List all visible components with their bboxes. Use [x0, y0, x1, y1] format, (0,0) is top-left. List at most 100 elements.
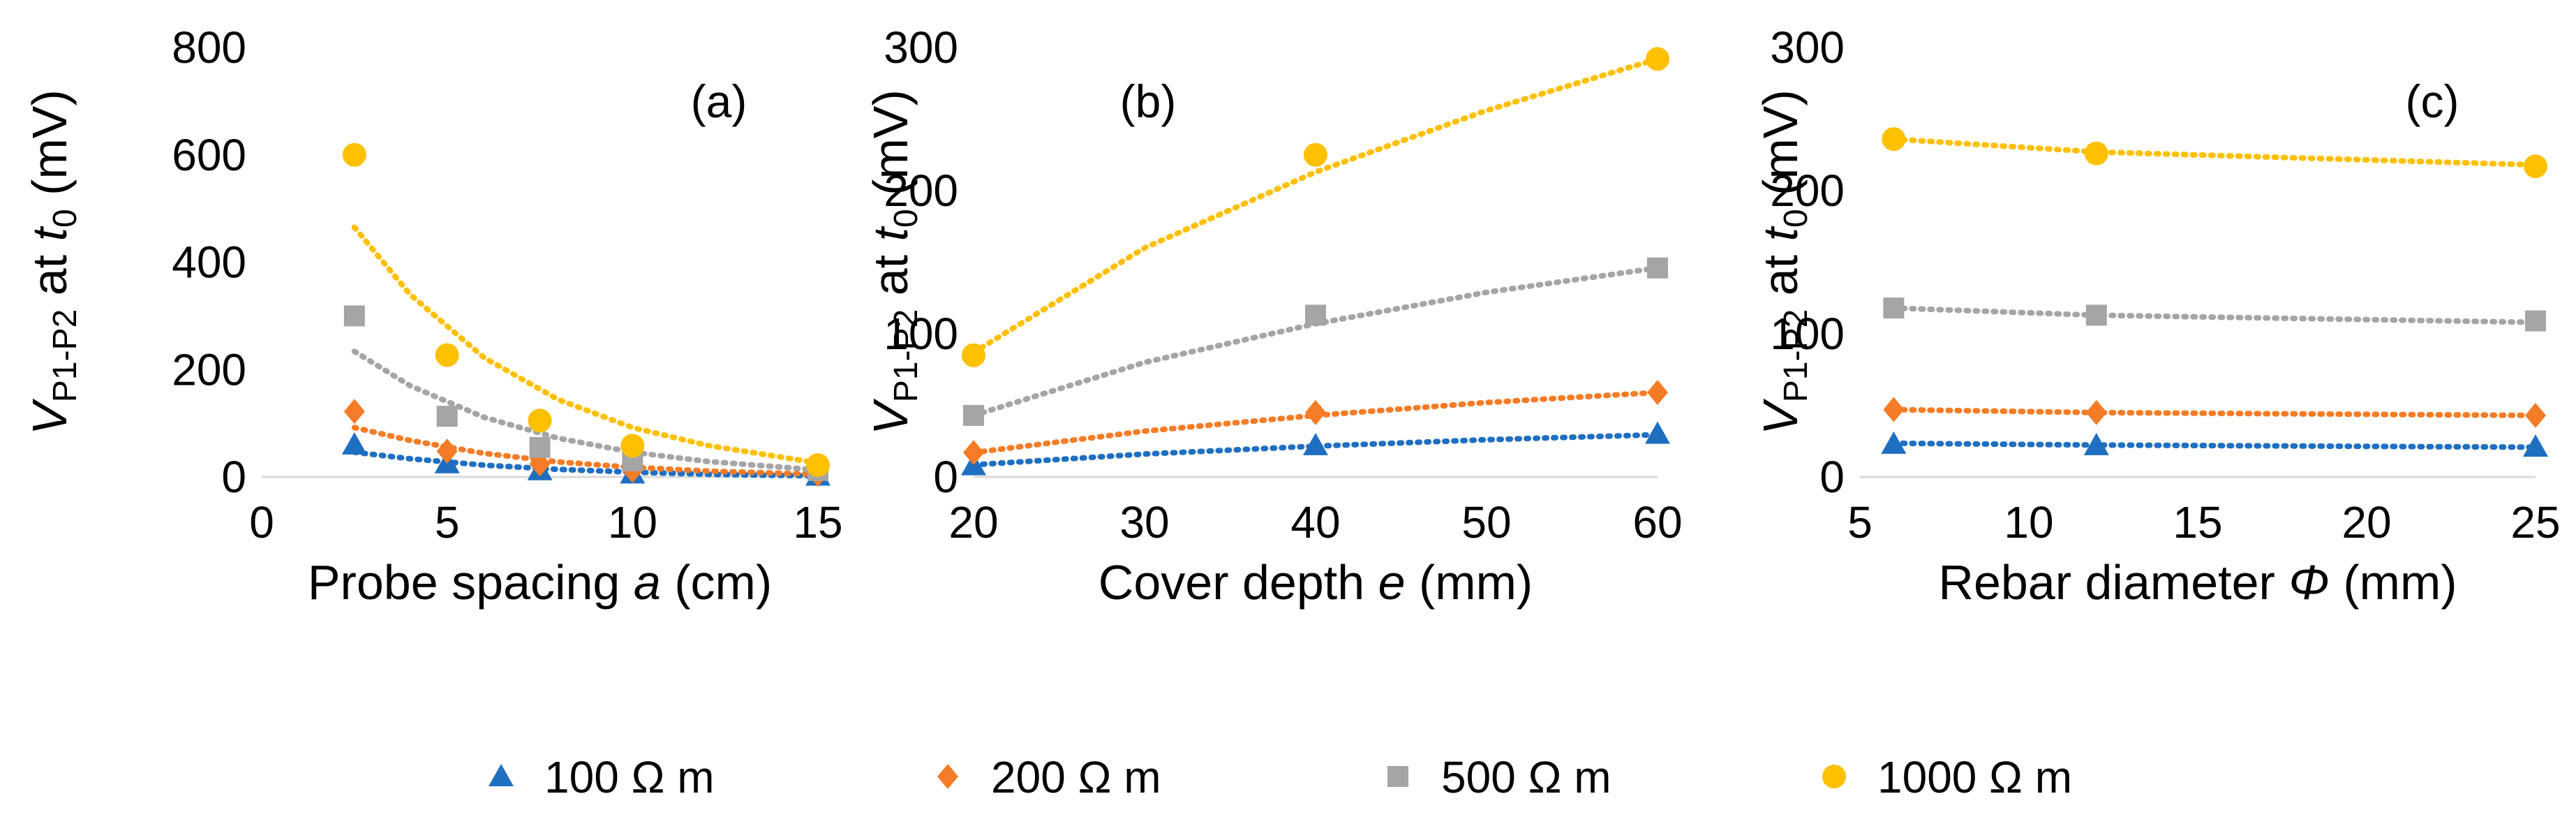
data-point	[1881, 431, 1907, 454]
chart-panel-3: 0 100 200 300 5 10 15 20 25 Rebar diameter Φ (mm)…	[1753, 22, 2561, 610]
chart-panel-1: 0 200 400 600 800 0 5 10 15 Probe spacing a (cm) V…	[22, 22, 843, 610]
legend-item-1000-ohm-m: 1000 Ω m	[1822, 752, 2072, 802]
trendline-100-ohm-m	[1891, 440, 2538, 450]
data-point	[2083, 432, 2109, 455]
legend: 100 Ω m 200 Ω m 500 Ω m 1000 Ω m	[489, 752, 2072, 802]
data-point	[1305, 304, 1326, 326]
legend-marker-triangle	[489, 764, 514, 786]
legend-item-500-ohm-m: 500 Ω m	[1387, 752, 1611, 802]
data-point	[963, 404, 984, 426]
trendline-200-ohm-m	[351, 425, 821, 478]
y-tick-label: 200	[1770, 165, 1845, 216]
x-tick-label: 5	[435, 497, 460, 547]
data-point	[436, 439, 458, 464]
legend-item-200-ohm-m: 200 Ω m	[937, 752, 1161, 802]
data-point	[343, 399, 365, 425]
x-axis-label: Rebar diameter Φ (mm)	[1938, 555, 2457, 610]
y-tick-label: 600	[172, 130, 246, 180]
y-tick-label: 100	[1770, 309, 1845, 359]
data-point	[1883, 297, 1905, 319]
data-point	[2525, 402, 2546, 428]
trendline-500-ohm-m	[351, 348, 821, 473]
trendline-1000-ohm-m	[1891, 136, 2538, 168]
y-tick-label: 200	[884, 165, 958, 216]
x-axis-label: Probe spacing a (cm)	[308, 555, 772, 610]
data-point	[1647, 257, 1668, 279]
data-point	[806, 453, 830, 478]
series-100-ohm-m	[1881, 431, 2548, 457]
y-tick-label: 0	[1819, 452, 1845, 502]
series-1000-ohm-m	[1882, 127, 2547, 179]
x-tick-label: 15	[2173, 497, 2222, 547]
x-tick-label: 20	[2342, 497, 2391, 547]
data-point	[529, 436, 551, 458]
data-point	[2525, 310, 2546, 332]
y-tick-label: 400	[172, 237, 246, 288]
series-500-ohm-m	[1883, 297, 2546, 332]
y-tick-label: 300	[1770, 22, 1845, 73]
data-point	[1303, 432, 1328, 455]
data-point	[342, 142, 366, 167]
trendline-500-ohm-m	[1891, 305, 2538, 325]
data-point	[1883, 397, 1905, 422]
y-axis-label: VP1-P2 at t0 (mV)	[1753, 89, 1815, 435]
y-tick-label: 0	[221, 452, 246, 502]
y-tick-label: 800	[172, 22, 246, 73]
y-tick-label: 100	[884, 309, 958, 359]
data-point	[620, 434, 645, 458]
data-point	[1647, 380, 1668, 406]
data-point	[963, 440, 984, 466]
series-100-ohm-m	[961, 421, 1670, 476]
data-point	[343, 305, 365, 327]
x-tick-label: 60	[1632, 497, 1682, 547]
trendline-100-ohm-m	[351, 449, 821, 479]
x-tick-label: 5	[1847, 497, 1873, 547]
legend-marker-square	[1387, 766, 1408, 787]
legend-marker-diamond	[937, 764, 958, 789]
x-tick-label: 40	[1290, 497, 1340, 547]
x-tick-label: 25	[2510, 497, 2560, 547]
data-point	[1305, 399, 1326, 425]
data-point	[962, 343, 985, 367]
x-tick-label: 0	[249, 497, 274, 547]
data-point	[1882, 127, 1906, 152]
data-point	[2085, 304, 2107, 326]
series-1000-ohm-m	[962, 47, 1669, 367]
data-point	[528, 409, 552, 433]
x-tick-label: 10	[608, 497, 657, 547]
y-axis-label: VP1-P2 at t0 (mV)	[863, 89, 925, 435]
y-tick-label: 200	[172, 344, 246, 395]
panel-label: (b)	[1120, 75, 1177, 127]
panel-label: (c)	[2406, 75, 2459, 127]
trendline-1000-ohm-m	[971, 56, 1660, 355]
chart-panel-2: 0 100 200 300 20 30 40 50 60 Cover depth e (mm) VP…	[863, 22, 1683, 610]
data-point	[1646, 47, 1669, 71]
trendline-200-ohm-m	[1891, 406, 2538, 418]
x-tick-label: 50	[1461, 497, 1511, 547]
legend-label: 100 Ω m	[544, 752, 715, 802]
x-tick-label: 30	[1119, 497, 1169, 547]
data-point	[341, 432, 367, 455]
x-axis-label: Cover depth e (mm)	[1099, 555, 1533, 610]
data-point	[435, 343, 459, 367]
legend-marker-circle	[1822, 765, 1846, 788]
legend-item-100-ohm-m: 100 Ω m	[489, 752, 715, 802]
y-axis-label: VP1-P2 at t0 (mV)	[22, 89, 84, 435]
x-tick-label: 15	[793, 497, 842, 547]
legend-label: 200 Ω m	[991, 752, 1161, 802]
y-tick-label: 300	[884, 22, 958, 73]
x-tick-label: 20	[948, 497, 998, 547]
series-200-ohm-m	[963, 380, 1668, 466]
panel-label: (a)	[691, 75, 747, 127]
trendline-1000-ohm-m	[351, 224, 821, 466]
data-point	[2084, 141, 2108, 165]
data-point	[1304, 142, 1327, 167]
data-point	[2523, 434, 2548, 457]
x-tick-label: 10	[2004, 497, 2053, 547]
series-500-ohm-m	[963, 257, 1668, 426]
data-point	[2085, 399, 2107, 425]
series-1000-ohm-m	[342, 142, 830, 478]
data-point	[1645, 421, 1670, 444]
y-tick-label: 0	[933, 452, 958, 502]
